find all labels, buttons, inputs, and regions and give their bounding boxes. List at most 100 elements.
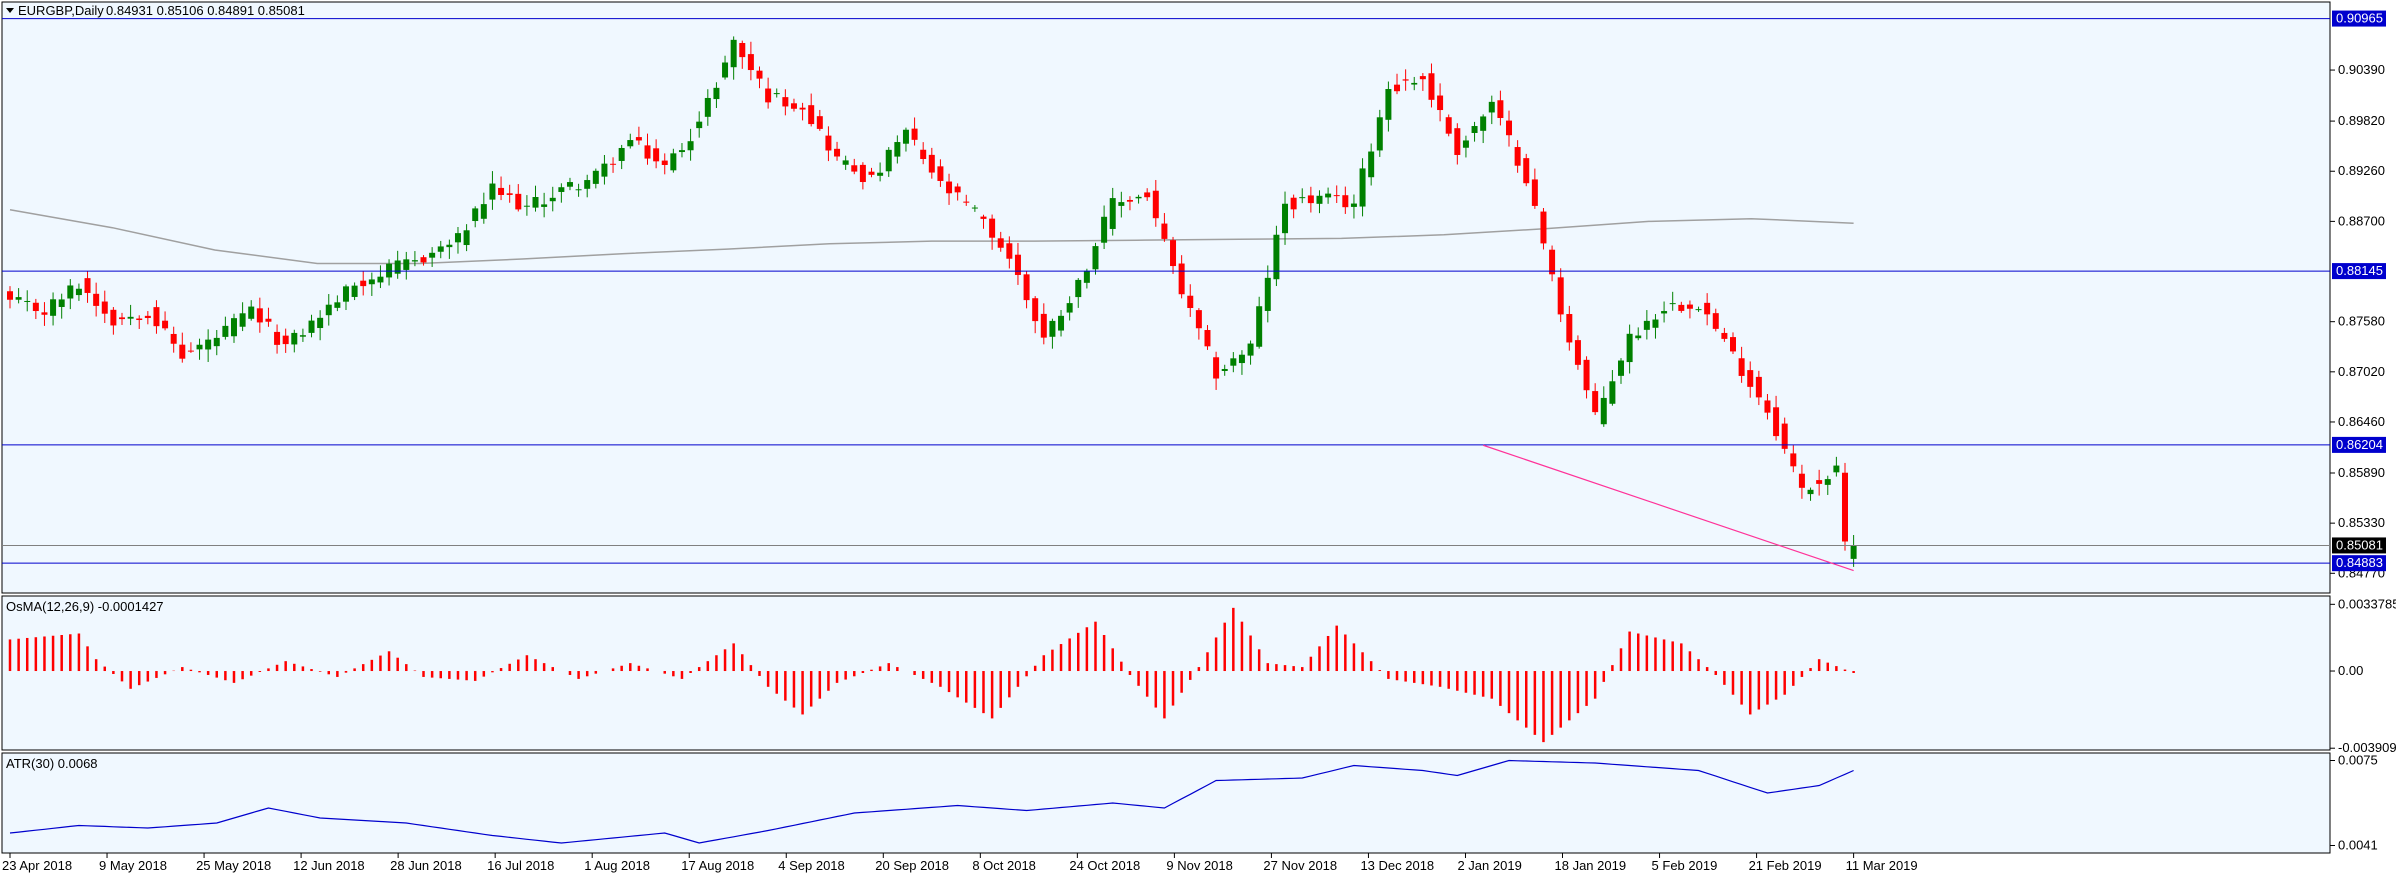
candle-body xyxy=(1738,358,1745,376)
candle-body xyxy=(1178,263,1185,295)
candle xyxy=(32,298,39,320)
price-axis: 0.90390 0.89820 0.89260 0.88700 0.87580 0.870… xyxy=(2330,62,2385,580)
candle-body xyxy=(1264,277,1271,311)
candle-body xyxy=(670,153,677,171)
candle xyxy=(1006,236,1013,269)
candle xyxy=(1462,135,1469,158)
candle-body xyxy=(489,183,496,200)
candle-body xyxy=(15,297,22,300)
candle-body xyxy=(1437,95,1444,111)
candle-body xyxy=(411,260,418,262)
candle-body xyxy=(928,154,935,173)
price-tick-label: 0.89260 xyxy=(2338,163,2385,178)
price-panel[interactable]: 0.90390 0.89820 0.89260 0.88700 0.87580 0.870… xyxy=(1,1,2386,594)
candle xyxy=(653,139,660,169)
candle xyxy=(678,143,685,158)
ohlc-values: 0.84931 0.85106 0.84891 0.85081 xyxy=(106,3,305,18)
trend-line-layer[interactable] xyxy=(1482,444,1854,572)
candle xyxy=(868,167,875,178)
candle-body xyxy=(1109,198,1116,229)
candle xyxy=(1626,324,1633,374)
caret-down-icon[interactable] xyxy=(6,8,14,13)
candle-body xyxy=(532,197,539,208)
candle xyxy=(342,284,349,311)
candle-body xyxy=(299,335,306,337)
candle-body xyxy=(162,320,169,329)
candle-body xyxy=(110,309,117,326)
osma-panel[interactable]: 0.0033785 0.00 -0.0039095 OsMA(12,26,9) -0… xyxy=(1,595,2396,755)
candle xyxy=(411,251,418,267)
candle xyxy=(730,36,737,80)
candle-body xyxy=(1058,315,1065,331)
candle xyxy=(687,128,694,161)
candle xyxy=(1204,325,1211,350)
candle-body xyxy=(368,279,375,285)
candle xyxy=(1549,245,1556,282)
candle xyxy=(696,111,703,138)
candle-body xyxy=(498,187,505,195)
candle xyxy=(67,279,74,310)
candle xyxy=(1126,196,1133,211)
candle-body xyxy=(1316,195,1323,204)
candle xyxy=(480,192,487,224)
level-price-tag xyxy=(2332,10,2386,27)
price-tick-label: 0.85330 xyxy=(2338,515,2385,530)
candle-body xyxy=(1566,314,1573,343)
candle-body xyxy=(1506,120,1513,136)
candle-body xyxy=(1333,195,1340,197)
candle-body xyxy=(1161,223,1168,239)
candle-body xyxy=(1282,203,1289,234)
candle xyxy=(532,185,539,212)
candle xyxy=(58,293,65,319)
candle-body xyxy=(1850,545,1857,559)
osma-tick-label: 0.0033785 xyxy=(2338,596,2396,611)
candle xyxy=(1385,81,1392,132)
candle-body xyxy=(1557,277,1564,315)
candle-body xyxy=(713,87,720,100)
candle-body xyxy=(954,186,961,193)
candle-body xyxy=(1204,330,1211,347)
candle xyxy=(1075,278,1082,308)
atr-panel[interactable]: 0.0075 0.0041 ATR(30) 0.0068 xyxy=(1,752,2378,854)
candle-body xyxy=(256,308,263,323)
atr-line-layer xyxy=(9,759,1854,844)
candle xyxy=(377,265,384,289)
candle xyxy=(1109,187,1116,236)
candle xyxy=(1609,370,1616,406)
candle-body xyxy=(515,193,522,210)
candle xyxy=(1368,143,1375,186)
candle xyxy=(1643,310,1650,340)
candle xyxy=(1678,301,1685,313)
candle xyxy=(790,98,797,112)
candle xyxy=(808,93,815,127)
candle xyxy=(1592,383,1599,416)
candle-body xyxy=(1686,304,1693,309)
candle-body xyxy=(1083,270,1090,283)
level-price-tag xyxy=(2332,263,2386,280)
candle-body xyxy=(566,182,573,187)
candle-body xyxy=(1480,116,1487,131)
candle xyxy=(1256,296,1263,349)
candle xyxy=(877,162,884,182)
candle-body xyxy=(722,62,729,78)
time-tick-label: 21 Feb 2019 xyxy=(1749,858,1822,873)
candle xyxy=(1299,188,1306,204)
horizontal-levels-layer[interactable]: 0.90965 0.88145 0.86204 0.84883 0.85081 xyxy=(2,11,2386,572)
candle-body xyxy=(1290,197,1297,210)
candle xyxy=(317,310,324,341)
time-tick-label: 18 Jan 2019 xyxy=(1555,858,1627,873)
candle xyxy=(429,247,436,267)
candle xyxy=(980,214,987,229)
candle xyxy=(213,329,220,356)
candle-body xyxy=(377,276,384,283)
candle xyxy=(1282,191,1289,245)
candle xyxy=(1213,351,1220,390)
candle xyxy=(963,194,970,206)
candle-body xyxy=(50,299,57,316)
candle xyxy=(1480,114,1487,144)
candle xyxy=(1187,284,1194,317)
candle xyxy=(523,195,530,216)
candle-body xyxy=(1032,298,1039,322)
